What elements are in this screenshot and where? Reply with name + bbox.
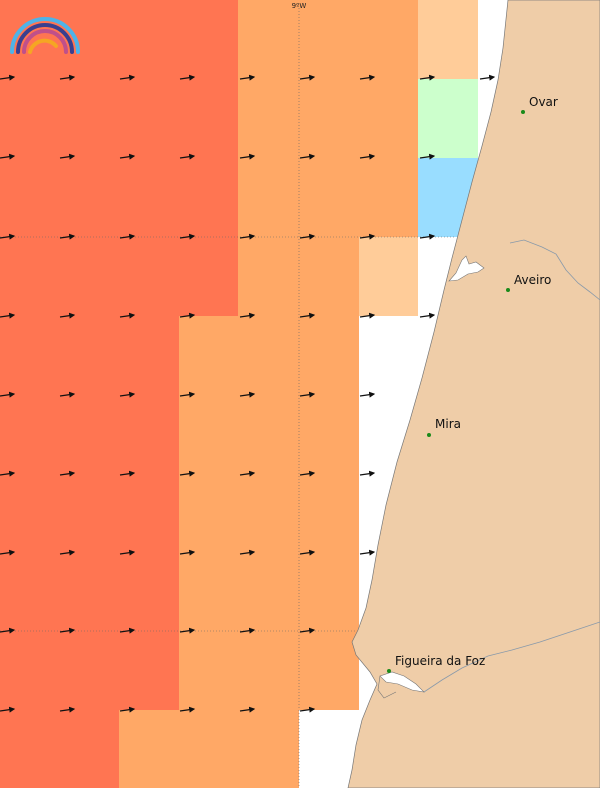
wind-arrow <box>179 549 196 556</box>
wind-arrow <box>0 233 16 240</box>
wind-arrow <box>239 233 256 240</box>
land-coast-detail <box>377 675 397 699</box>
wind-arrow <box>0 153 16 160</box>
wind-arrow <box>419 74 436 81</box>
wind-arrow <box>299 391 316 398</box>
wind-arrow <box>359 312 376 319</box>
cell-orange-south <box>179 316 359 710</box>
wind-arrow <box>239 74 256 81</box>
wind-arrow <box>0 549 16 556</box>
wind-arrow <box>359 74 376 81</box>
mondego-river <box>423 621 600 693</box>
wind-arrow <box>59 627 76 634</box>
wind-arrow <box>59 470 76 477</box>
wind-arrow <box>119 549 136 556</box>
wind-arrow <box>59 153 76 160</box>
city-dot <box>506 288 510 292</box>
cell-peach-mid <box>359 237 418 316</box>
wind-arrow <box>119 312 136 319</box>
wind-arrow <box>59 706 76 713</box>
wind-arrow <box>0 706 16 713</box>
wind-arrow <box>0 312 16 319</box>
cell-red-bottom <box>0 710 119 788</box>
wind-arrow <box>119 233 136 240</box>
cell-red-north <box>0 0 238 316</box>
wind-arrow <box>0 627 16 634</box>
wind-arrow <box>59 312 76 319</box>
wind-arrows <box>0 74 496 713</box>
wind-arrow <box>239 549 256 556</box>
forecast-cells <box>0 0 478 788</box>
wind-arrow <box>59 391 76 398</box>
wind-arrow <box>419 312 436 319</box>
city-aveiro: Aveiro <box>506 273 551 292</box>
wind-arrow <box>0 391 16 398</box>
wind-arrow <box>239 312 256 319</box>
wind-arrow <box>179 74 196 81</box>
cell-orange-mid <box>238 237 359 316</box>
wind-arrow <box>239 627 256 634</box>
city-label-mira: Mira <box>435 417 461 431</box>
wind-arrow <box>239 391 256 398</box>
wind-arrow <box>119 153 136 160</box>
wind-arrow <box>119 470 136 477</box>
wind-arrow <box>59 233 76 240</box>
wind-arrow <box>419 153 436 160</box>
city-dot <box>387 669 391 673</box>
wind-arrow <box>359 153 376 160</box>
wind-arrow <box>119 74 136 81</box>
wind-arrow <box>239 470 256 477</box>
wind-arrow <box>299 627 316 634</box>
wind-arrow <box>179 706 196 713</box>
wind-arrow <box>179 153 196 160</box>
wind-arrow <box>419 233 436 240</box>
city-mira: Mira <box>427 417 461 437</box>
wind-arrow <box>119 706 136 713</box>
city-ovar: Ovar <box>521 95 558 114</box>
wind-arrow <box>299 153 316 160</box>
wind-arrow <box>359 470 376 477</box>
lon-label-9w: 9ºW <box>292 2 307 10</box>
city-figueira-da-foz: Figueira da Foz <box>387 654 485 673</box>
cell-orange-north <box>238 0 418 237</box>
wind-arrow <box>239 706 256 713</box>
wind-arrow <box>179 312 196 319</box>
wind-arrow <box>299 470 316 477</box>
vouga-river <box>509 239 600 301</box>
city-label-aveiro: Aveiro <box>514 273 551 287</box>
city-label-ovar: Ovar <box>529 95 558 109</box>
wind-arrow <box>0 74 16 81</box>
wind-arrow <box>59 549 76 556</box>
wind-arrow <box>179 470 196 477</box>
wind-arrow <box>179 391 196 398</box>
cell-peach-top <box>418 0 478 79</box>
wind-arrow <box>119 391 136 398</box>
rainbow-logo-icon <box>10 17 80 54</box>
wind-arrow <box>299 706 316 713</box>
wind-arrow <box>359 549 376 556</box>
wind-arrow <box>179 233 196 240</box>
wind-arrow <box>239 153 256 160</box>
wind-arrow <box>479 74 496 81</box>
wind-arrow <box>179 627 196 634</box>
cell-green <box>418 79 478 158</box>
wind-arrow <box>299 74 316 81</box>
wind-arrow <box>299 233 316 240</box>
wind-arrow <box>299 549 316 556</box>
wind-arrow <box>359 391 376 398</box>
wind-arrow <box>119 627 136 634</box>
wind-arrow <box>359 233 376 240</box>
city-label-figueira-da-foz: Figueira da Foz <box>395 654 485 668</box>
cell-orange-bottom <box>119 710 299 788</box>
cell-red-south <box>0 316 179 710</box>
city-dot <box>427 433 431 437</box>
land-portugal <box>347 0 600 788</box>
wind-arrow <box>59 74 76 81</box>
wind-arrow <box>0 470 16 477</box>
wind-arrow <box>299 312 316 319</box>
aveiro-lagoon <box>448 255 485 282</box>
graticule: 9ºW <box>0 2 456 788</box>
city-dot <box>521 110 525 114</box>
